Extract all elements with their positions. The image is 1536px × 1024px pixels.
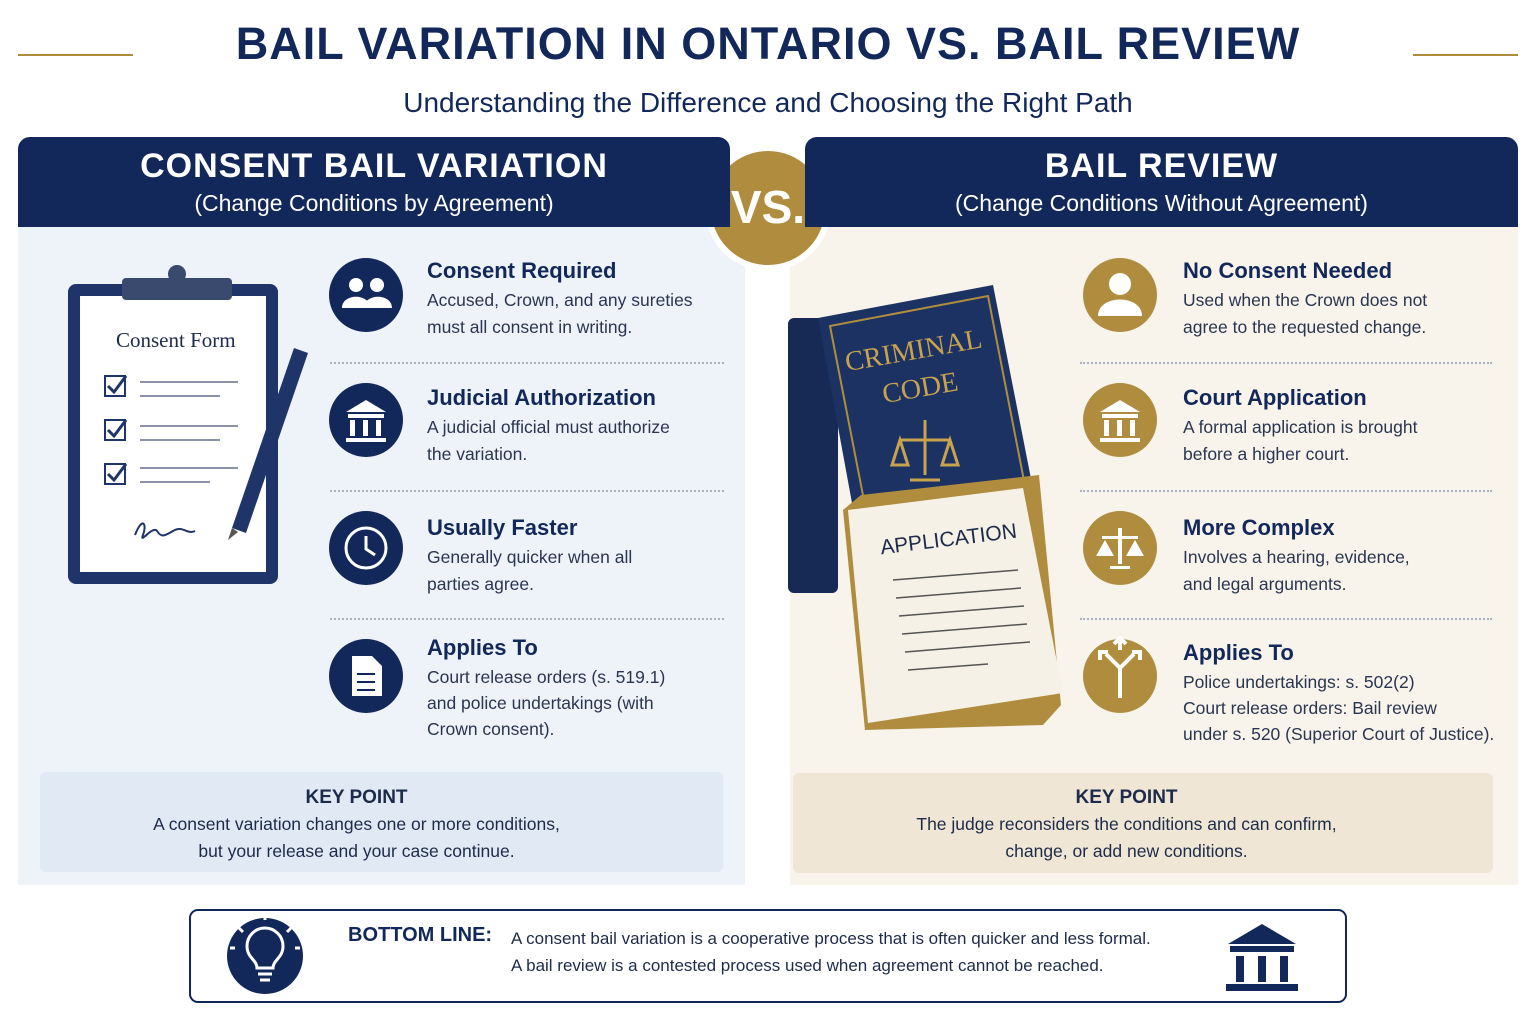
item-line: the variation. [427, 444, 528, 464]
vs-text: VS. [730, 181, 806, 233]
item: Applies To Court release orders (s. 519.1… [427, 635, 727, 742]
divider [330, 362, 724, 364]
item-title: More Complex [1183, 515, 1335, 540]
key-box [40, 772, 723, 872]
item-line: under s. 520 (Superior Court of Justice)… [1183, 724, 1495, 744]
divider [1080, 490, 1492, 492]
item-line: and police undertakings (with [427, 693, 654, 713]
item: No Consent Needed Used when the Crown doe… [1183, 258, 1513, 341]
divider [330, 490, 724, 492]
key-point: KEY POINT A consent variation changes on… [40, 784, 673, 865]
key-line: A consent variation changes one or more … [153, 814, 560, 834]
item-line: Court release orders (s. 519.1) [427, 667, 666, 687]
item: Consent Required Accused, Crown, and any … [427, 258, 727, 341]
clipboard-illustration [68, 265, 308, 584]
item-line: must all consent in writing. [427, 317, 633, 337]
item-title: No Consent Needed [1183, 258, 1393, 283]
subheading: (Change Conditions Without Agreement) [955, 190, 1368, 216]
divider [1080, 362, 1492, 364]
bulb-glyph [230, 914, 300, 982]
subheading: (Change Conditions by Agreement) [194, 190, 554, 216]
title: BAIL VARIATION IN ONTARIO VS. BAIL REVIE… [235, 18, 1301, 69]
bottom-label: BOTTOM LINE: [348, 924, 493, 946]
item-line: parties agree. [427, 574, 535, 594]
item: Court Application A formal application is… [1183, 385, 1513, 468]
item-line: A formal application is brought [1183, 417, 1418, 437]
form-title: Consent Form [116, 328, 236, 352]
bottom-line: A bail review is a contested process use… [511, 956, 1104, 975]
court-icon [1226, 924, 1298, 991]
key-line: change, or add new conditions. [1005, 841, 1248, 861]
key-label: KEY POINT [305, 787, 408, 808]
item-line: Court release orders: Bail review [1183, 698, 1437, 718]
heading: CONSENT BAIL VARIATION [140, 147, 608, 185]
item-title: Consent Required [427, 258, 617, 283]
item-line: and legal arguments. [1183, 574, 1347, 594]
bulb-icon [227, 918, 303, 994]
key-box [793, 773, 1493, 873]
book-illustration [788, 285, 1063, 730]
item-line: A judicial official must authorize [427, 417, 670, 437]
item-line: Accused, Crown, and any sureties [427, 290, 693, 310]
arrows-glyph [1098, 635, 1142, 698]
key-point: KEY POINT The judge reconsiders the cond… [793, 784, 1460, 865]
item-title: Applies To [1183, 640, 1294, 665]
key-label: KEY POINT [1075, 787, 1178, 808]
bottom-line: A consent bail variation is a cooperativ… [511, 929, 1151, 948]
item: Usually Faster Generally quicker when all… [427, 515, 727, 598]
key-line: but your release and your case continue. [198, 841, 515, 861]
item-title: Usually Faster [427, 515, 578, 540]
item: Judicial Authorization A judicial officia… [427, 385, 727, 468]
divider [1080, 618, 1492, 620]
bottom-box [189, 909, 1347, 1003]
divider [330, 618, 724, 620]
item-line: Involves a hearing, evidence, [1183, 547, 1410, 567]
item: Applies To Police undertakings: s. 502(2)… [1183, 640, 1513, 747]
item: More Complex Involves a hearing, evidence… [1183, 515, 1513, 598]
item-line: Crown consent). [427, 719, 555, 739]
bottom-text: A consent bail variation is a cooperativ… [511, 925, 1151, 979]
item-line: agree to the requested change. [1183, 317, 1427, 337]
item-line: Used when the Crown does not [1183, 290, 1428, 310]
right-icon-glyphs [1096, 273, 1144, 569]
left-header: CONSENT BAIL VARIATION (Change Condition… [18, 137, 730, 227]
right-header: BAIL REVIEW (Change Conditions Without A… [805, 137, 1518, 227]
item-line: Police undertakings: s. 502(2) [1183, 672, 1415, 692]
heading: BAIL REVIEW [1044, 147, 1279, 185]
left-icon-glyphs [342, 278, 392, 696]
item-title: Applies To [427, 635, 538, 660]
item-title: Judicial Authorization [427, 385, 656, 410]
item-line: before a higher court. [1183, 444, 1350, 464]
item-line: Generally quicker when all [427, 547, 633, 567]
key-line: The judge reconsiders the conditions and… [916, 814, 1337, 834]
subtitle: Understanding the Difference and Choosin… [403, 87, 1133, 118]
item-title: Court Application [1183, 385, 1367, 410]
doc-lines [357, 673, 375, 691]
